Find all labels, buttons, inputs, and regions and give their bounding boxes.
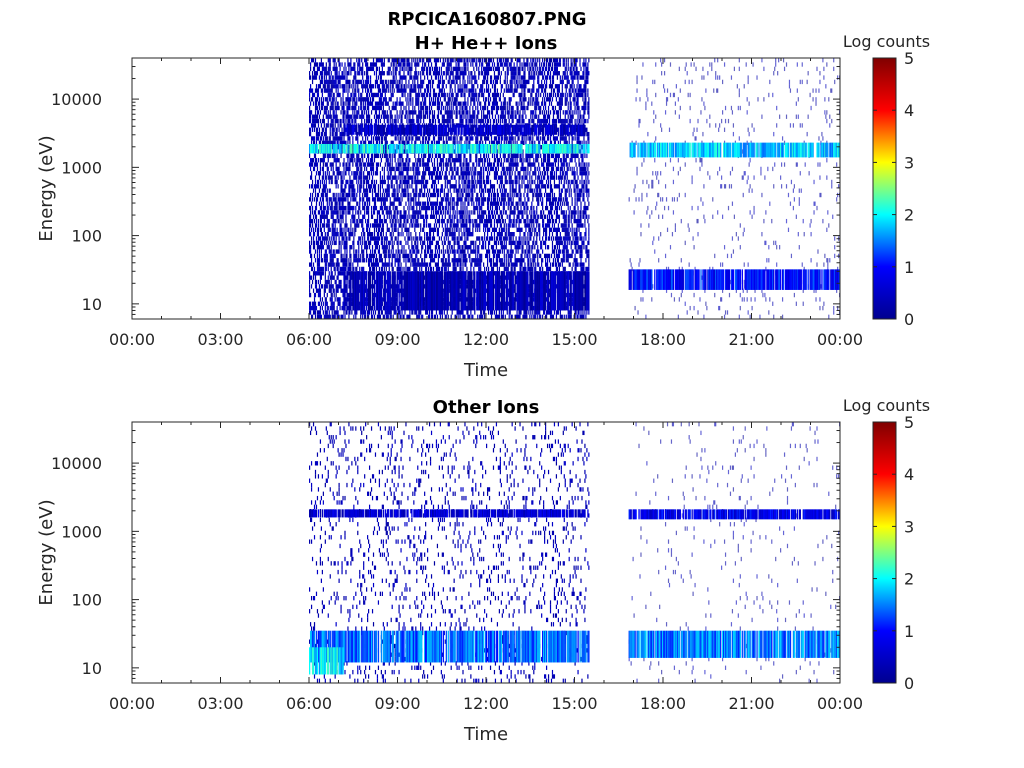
y-tick-label: 1000 (61, 158, 102, 177)
x-tick-label: 18:00 (640, 330, 686, 349)
colorbar-tick-label: 3 (904, 517, 914, 536)
colorbar-tick-label: 4 (904, 465, 914, 484)
y-axis-label: Energy (eV) (36, 135, 57, 241)
x-tick-label: 15:00 (551, 330, 597, 349)
x-tick-label: 00:00 (817, 330, 863, 349)
y-tick-label: 10000 (51, 90, 102, 109)
x-tick-label: 03:00 (197, 694, 243, 713)
colorbar-tick-label: 3 (904, 153, 914, 172)
spectrogram (309, 58, 840, 319)
x-axis-label: Time (463, 360, 508, 381)
x-tick-label: 09:00 (374, 694, 420, 713)
y-tick-label: 100 (71, 227, 102, 246)
panel-title: Other Ions (433, 397, 540, 418)
x-tick-label: 18:00 (640, 694, 686, 713)
colorbar-tick-label: 2 (904, 206, 914, 225)
x-axis-label: Time (463, 724, 508, 745)
y-tick-label: 10000 (51, 454, 102, 473)
colorbar-tick-label: 5 (904, 413, 914, 432)
colorbar-tick-label: 4 (904, 101, 914, 120)
x-tick-label: 15:00 (551, 694, 597, 713)
x-tick-label: 12:00 (463, 694, 509, 713)
spectrogram (309, 422, 840, 683)
figure-title: RPCICA160807.PNG (387, 9, 586, 30)
panel-1: H+ He++ Ions 00:00 03:00 06:00 09:00 12:00 15:… (36, 32, 930, 381)
colorbar-tick-label: 2 (904, 570, 914, 589)
panel-title: H+ He++ Ions (415, 33, 558, 54)
colorbar-label: Log counts (843, 32, 930, 51)
x-tick-label: 00:00 (109, 330, 155, 349)
x-tick-label: 03:00 (197, 330, 243, 349)
y-tick-label: 10 (82, 295, 102, 314)
colorbar-label: Log counts (843, 396, 930, 415)
y-tick-label: 10 (82, 659, 102, 678)
colorbar-tick-label: 0 (904, 310, 914, 329)
colorbar (872, 57, 897, 320)
colorbar-tick-label: 5 (904, 49, 914, 68)
y-tick-label: 1000 (61, 522, 102, 541)
colorbar-tick-label: 0 (904, 674, 914, 693)
x-tick-label: 06:00 (286, 330, 332, 349)
y-axis-label: Energy (eV) (36, 499, 57, 605)
x-tick-label: 00:00 (817, 694, 863, 713)
x-tick-label: 12:00 (463, 330, 509, 349)
panel-2: Other Ions 00:00 03:00 06:00 09:00 12:00 15:00… (36, 396, 930, 745)
x-tick-label: 21:00 (728, 694, 774, 713)
x-tick-label: 00:00 (109, 694, 155, 713)
x-tick-label: 21:00 (728, 330, 774, 349)
colorbar (872, 421, 897, 684)
x-tick-label: 09:00 (374, 330, 420, 349)
colorbar-tick-label: 1 (904, 258, 914, 277)
colorbar-tick-label: 1 (904, 622, 914, 641)
y-tick-label: 100 (71, 591, 102, 610)
x-tick-label: 06:00 (286, 694, 332, 713)
